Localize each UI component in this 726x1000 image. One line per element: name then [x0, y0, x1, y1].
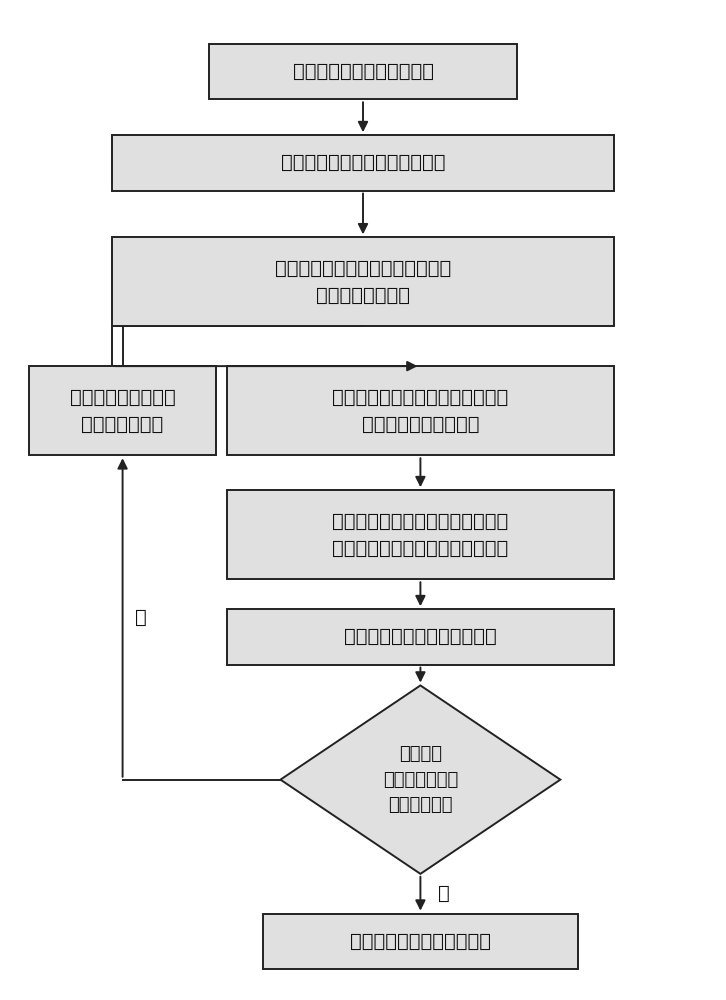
- Text: 对步骤五中的结果进行后处理: 对步骤五中的结果进行后处理: [344, 627, 497, 646]
- FancyBboxPatch shape: [29, 366, 216, 455]
- Polygon shape: [280, 685, 560, 874]
- Text: 输入或修改电机的虚拟测试配置: 输入或修改电机的虚拟测试配置: [281, 153, 445, 172]
- Text: 否: 否: [136, 608, 147, 627]
- Text: 根据步骤二中的参数利用步骤四中
的有限元模型进行有限元虚拟测试: 根据步骤二中的参数利用步骤四中 的有限元模型进行有限元虚拟测试: [333, 512, 508, 558]
- FancyBboxPatch shape: [112, 237, 614, 326]
- Text: 输入或修改电机的设计变量: 输入或修改电机的设计变量: [293, 62, 433, 81]
- Text: 电机设计
列表中的参数是
否都评估完成: 电机设计 列表中的参数是 否都评估完成: [383, 745, 458, 814]
- Text: 根据步骤一中的设计变量生成需评
估的电机设计列表: 根据步骤一中的设计变量生成需评 估的电机设计列表: [275, 259, 451, 305]
- FancyBboxPatch shape: [112, 135, 614, 191]
- FancyBboxPatch shape: [263, 914, 579, 969]
- Text: 评估电机设计列表中
的完成成的参数: 评估电机设计列表中 的完成成的参数: [70, 388, 176, 434]
- FancyBboxPatch shape: [227, 366, 614, 455]
- FancyBboxPatch shape: [227, 609, 614, 665]
- FancyBboxPatch shape: [227, 490, 614, 579]
- Text: 对步骤三中电机设计列表中的电机
进行有限元建模并设置: 对步骤三中电机设计列表中的电机 进行有限元建模并设置: [333, 388, 508, 434]
- FancyBboxPatch shape: [208, 44, 518, 99]
- Text: 是: 是: [439, 884, 450, 903]
- Text: 生成电机设计和性能的报表: 生成电机设计和性能的报表: [350, 932, 491, 951]
